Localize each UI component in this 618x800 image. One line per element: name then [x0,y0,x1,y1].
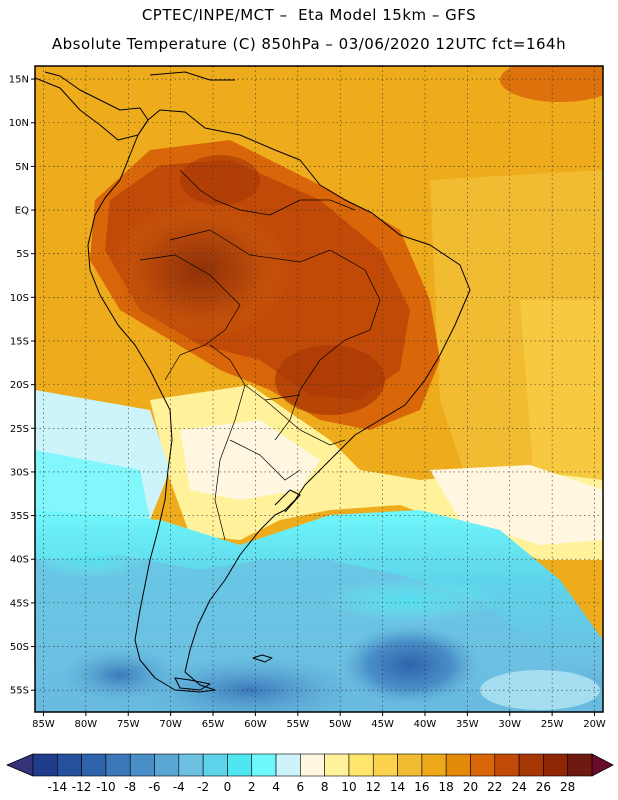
lat-label: 5N [15,162,29,173]
map-frame [34,65,604,713]
lon-label: 45W [371,719,394,730]
colorbar-left-arrow [5,753,34,777]
colorbar-swatch [348,753,374,777]
lat-label: 20S [10,380,29,391]
colorbar-swatch [300,753,325,777]
colorbar-label: 10 [341,780,356,794]
graticule [35,66,603,712]
coastlines [35,71,471,693]
colorbar-label: 20 [463,780,478,794]
lon-label: 35W [456,719,479,730]
lon-label: 30W [498,719,521,730]
colorbar-label: -12 [72,780,92,794]
colorbar-label: -4 [173,780,185,794]
colorbar-swatch [251,753,277,777]
lon-label: 60W [244,719,267,730]
country-borders [139,169,381,541]
longitude-labels: 85W 80W 75W 70W 65W 60W 55W 50W 45W 40W 35W 30W 25W 2… [32,712,606,730]
colorbar-swatch [227,753,253,777]
lon-label: 25W [541,719,564,730]
lon-label: 85W [32,719,55,730]
colorbar-label: 8 [321,780,329,794]
colorbar-label: 24 [511,780,526,794]
lon-label: 80W [75,719,98,730]
colorbar-label: 6 [297,780,305,794]
colorbar-label: 12 [366,780,381,794]
colorbar-label: -14 [47,780,67,794]
lat-label: 40S [10,555,29,566]
colorbar-swatch [154,753,180,777]
lat-label: 5S [16,249,29,260]
lon-label: 65W [202,719,225,730]
colorbar-label: -2 [197,780,209,794]
colorbar-label: 16 [414,780,429,794]
lat-label: 35S [10,511,29,522]
colorbar-swatch [324,753,350,777]
colorbar-swatch [543,753,568,777]
lon-label: 40W [414,719,437,730]
temperature-field [35,66,603,712]
colorbar-swatch [372,753,398,777]
chart-title-line2: Absolute Temperature (C) 850hPa – 03/06/… [51,35,567,53]
colorbar-swatch [275,753,301,777]
lon-label: 70W [159,719,182,730]
colorbar-swatch [494,753,520,777]
colorbar-label: -10 [96,780,116,794]
colorbar-swatch [518,753,544,777]
colorbar-swatch [202,753,228,777]
colorbar-label: -8 [124,780,136,794]
colorbar-right-arrow [591,753,614,777]
lat-label: 10S [10,293,29,304]
colorbar-swatch [178,753,204,777]
colorbar-label: -6 [149,780,161,794]
colorbar-swatch [105,753,131,777]
colorbar-swatch [397,753,423,777]
chart-title-line1: CPTEC/INPE/MCT – Eta Model 15km – GFS [141,6,477,24]
latitude-labels: 15N 10N 5N EQ 5S 10S 15S 20S 25S 30S 35S 40S 45S 50S 5… [9,75,35,697]
lat-label: 50S [10,642,29,653]
colorbar-swatch [81,753,107,777]
lon-label: 20W [583,719,606,730]
colorbar-swatch [129,753,155,777]
lat-label: 10N [9,118,29,129]
colorbar-swatch [445,753,471,777]
colorbar-label: 4 [272,780,280,794]
colorbar-label: 0 [224,780,232,794]
lat-label: 55S [10,686,29,697]
lat-label: 25S [10,424,29,435]
colorbar-label: 26 [536,780,551,794]
colorbar-label: 14 [390,780,405,794]
colorbar-label: 22 [487,780,502,794]
colorbar-label: 2 [248,780,256,794]
colorbar-swatch [567,753,593,777]
lon-label: 55W [286,719,309,730]
lat-label: 15S [10,336,29,347]
lat-label: 15N [9,75,29,86]
lon-label: 75W [117,719,140,730]
lon-label: 50W [329,719,352,730]
colorbar-label: 18 [439,780,454,794]
colorbar-swatch [32,753,58,777]
colorbar-swatch [421,753,447,777]
colorbar-label: 28 [560,780,575,794]
colorbar: -14 -12 -10 -8 -6 -4 -2 0 2 4 6 8 10 12 14 16 18 20 22 24 26… [5,753,614,794]
lat-label: EQ [15,206,29,217]
colorbar-swatch [470,753,496,777]
lat-label: 45S [10,598,29,609]
colorbar-swatch [57,753,82,777]
lat-label: 30S [10,467,29,478]
